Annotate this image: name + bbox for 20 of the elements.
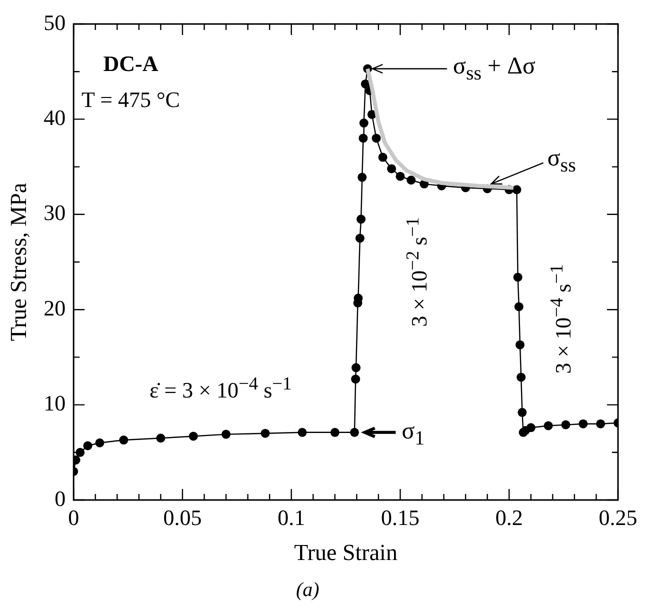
x-tick-label: 0.2 [495,504,523,530]
y-tick-label: 50 [44,10,66,35]
x-tick-label: 0.15 [380,504,420,530]
y-tick-label: 20 [44,295,66,320]
annotation: DC-A [103,51,158,76]
annotation: T = 475 °C [82,87,180,112]
y-axis-title: True Stress, MPa [6,182,31,342]
x-tick-label: 0.05 [163,504,202,530]
y-tick-label: 40 [44,104,66,130]
y-tick-label: 0 [54,486,66,511]
annotation: σ$_{1}$ [402,419,425,450]
x-axis-title: True Strain [294,540,398,566]
y-tick-label: 10 [44,390,66,416]
annotation: σ$_{ss}$ [547,145,576,176]
annotation: ε̇ = 3 × 10$^{−4}$ s$^{−1}$ [150,373,292,403]
y-tick-label: 30 [44,200,66,226]
text: (a) [296,579,320,602]
x-tick-label: 0.1 [278,504,306,530]
annotation: σ$_{ss}$ + Δσ [453,53,536,84]
x-tick-label: 0.25 [598,504,638,530]
